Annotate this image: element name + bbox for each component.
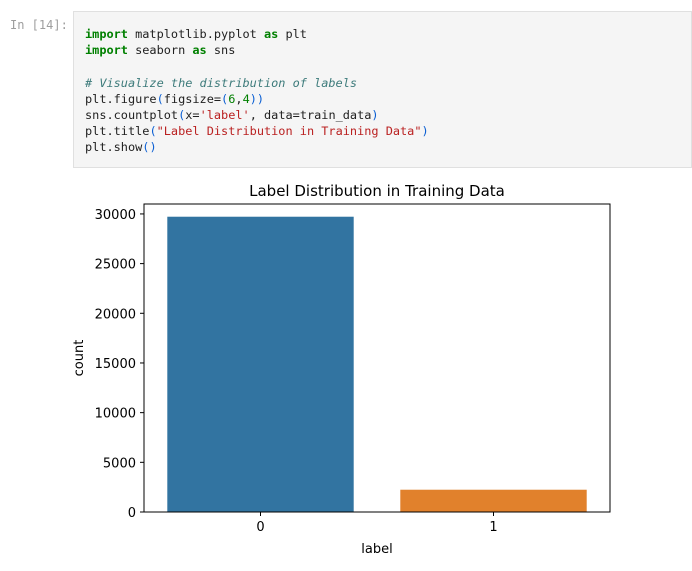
- code-token: (): [142, 140, 157, 155]
- code-token: as: [263, 27, 279, 41]
- code-token: plt.figure: [85, 91, 157, 106]
- code-line: [85, 58, 691, 74]
- chart-output: Label Distribution in Training Data 0 500…: [72, 182, 611, 557]
- code-token: sns.countplot: [85, 107, 179, 122]
- y-tick-label: 30000: [95, 208, 136, 223]
- chart-title: Label Distribution in Training Data: [249, 182, 505, 200]
- code-token: "Label Distribution in Training Data": [156, 124, 422, 139]
- code-token: matplotlib.pyplot: [127, 27, 264, 41]
- code-token: ,: [235, 91, 243, 106]
- code-token: sns: [206, 43, 236, 58]
- x-tick-label: 0: [256, 520, 264, 535]
- code-token: (: [221, 91, 229, 106]
- y-tick-label: 25000: [95, 258, 136, 273]
- code-line: # Visualize the distribution of labels: [85, 75, 691, 91]
- code-line: plt.figure(figsize=(6,4)): [85, 91, 691, 107]
- code-token: 6: [228, 91, 236, 106]
- code-token: )): [249, 91, 265, 106]
- code-token: ): [421, 124, 429, 139]
- code-token: (: [156, 91, 164, 106]
- code-line: plt.show(): [85, 139, 691, 155]
- y-tick-label: 10000: [95, 407, 136, 422]
- code-line: sns.countplot(x='label', data=train_data…: [85, 107, 691, 123]
- y-tick-label: 20000: [95, 307, 136, 322]
- bar-1: [400, 489, 587, 512]
- code-cell[interactable]: import matplotlib.pyplot as plt import se…: [73, 11, 692, 168]
- code-token: figsize=: [163, 91, 222, 106]
- x-axis-label: label: [361, 542, 392, 557]
- code-token: 'label': [199, 107, 250, 122]
- plot-frame: [143, 203, 611, 513]
- code-token: seaborn: [127, 43, 193, 58]
- code-token: plt: [278, 27, 307, 41]
- code-token: import: [85, 43, 128, 58]
- code-line: import matplotlib.pyplot as plt: [85, 26, 691, 42]
- bar-0: [167, 216, 354, 513]
- y-axis-label: count: [72, 340, 87, 377]
- code-token: plt.show: [85, 140, 143, 155]
- x-tick-label: 1: [489, 520, 497, 535]
- code-line: import seaborn as sns: [85, 42, 691, 58]
- code-token: import: [85, 27, 128, 41]
- y-tick-label: 0: [128, 506, 136, 521]
- code-token: 4: [242, 91, 250, 106]
- code-token: (: [149, 124, 157, 139]
- code-token: (: [178, 107, 186, 122]
- cell-prompt: In [14]:: [10, 18, 68, 32]
- code-token: # Visualize the distribution of labels: [85, 75, 358, 90]
- code-token: plt.title: [85, 124, 150, 139]
- y-tick-label: 15000: [95, 357, 136, 372]
- code-line: plt.title("Label Distribution in Trainin…: [85, 123, 691, 139]
- code-token: x=: [185, 107, 200, 122]
- y-tick-label: 5000: [103, 456, 136, 471]
- code-token: as: [192, 43, 207, 58]
- code-token: , data=train_data: [249, 107, 372, 122]
- code-token: ): [371, 107, 379, 122]
